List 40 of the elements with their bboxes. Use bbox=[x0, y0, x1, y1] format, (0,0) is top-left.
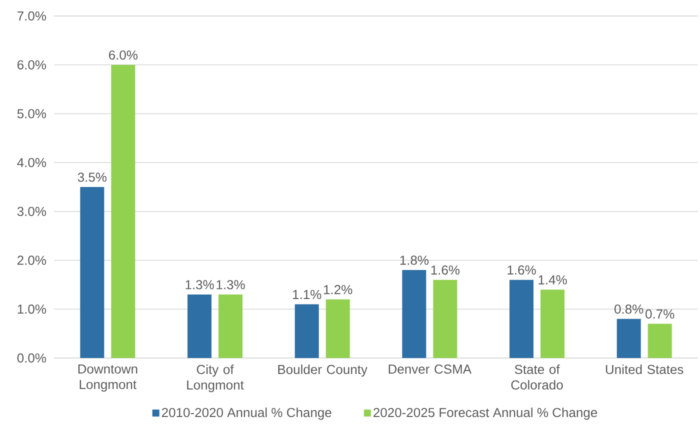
y-tick-label: 7.0% bbox=[18, 11, 46, 21]
data-label: 1.3% bbox=[216, 280, 245, 290]
bar bbox=[402, 270, 426, 358]
y-tick-label: 4.0% bbox=[17, 158, 46, 168]
y-tick-label: 3.0% bbox=[17, 206, 46, 216]
data-label: 1.2% bbox=[324, 285, 352, 294]
data-label: 1.6% bbox=[508, 265, 536, 275]
x-tick-label: Boulder County bbox=[278, 364, 368, 377]
data-label: 1.8% bbox=[400, 256, 429, 265]
x-tick-label: United States bbox=[606, 364, 684, 374]
y-tick-label: 5.0% bbox=[17, 109, 46, 118]
bar bbox=[648, 324, 672, 358]
data-label: 6.0% bbox=[109, 50, 138, 60]
legend-label: 2010-2020 Annual % Change bbox=[162, 408, 332, 420]
data-label: 1.4% bbox=[538, 275, 567, 284]
bar bbox=[80, 187, 104, 358]
data-label: 3.5% bbox=[78, 172, 107, 182]
bar bbox=[326, 299, 350, 358]
data-label: 0.7% bbox=[646, 309, 674, 319]
x-tick-label: Downtown Longmont bbox=[78, 364, 138, 392]
bar bbox=[433, 280, 458, 358]
legend-label: 2020-2025 Forecast Annual % Change bbox=[374, 408, 598, 420]
data-label: 1.6% bbox=[431, 265, 460, 275]
data-label: 1.3% bbox=[186, 280, 214, 290]
bar bbox=[188, 294, 212, 358]
data-label: 1.1% bbox=[293, 290, 322, 300]
bar bbox=[294, 304, 319, 358]
y-tick-label: 1.0% bbox=[18, 304, 46, 314]
y-tick-label: 2.0% bbox=[18, 256, 46, 265]
x-tick-label: Denver CSMA bbox=[388, 364, 472, 374]
bar bbox=[540, 290, 564, 358]
y-tick-label: 6.0% bbox=[18, 60, 46, 70]
bar bbox=[616, 318, 641, 358]
data-label: 0.8% bbox=[614, 304, 644, 314]
y-tick-label: 0.0% bbox=[17, 353, 46, 363]
x-tick-label: City of Longmont bbox=[187, 364, 244, 392]
bar bbox=[218, 294, 242, 358]
bar bbox=[111, 64, 136, 358]
x-tick-label: State of Colorado bbox=[511, 364, 563, 390]
bar bbox=[510, 280, 534, 358]
